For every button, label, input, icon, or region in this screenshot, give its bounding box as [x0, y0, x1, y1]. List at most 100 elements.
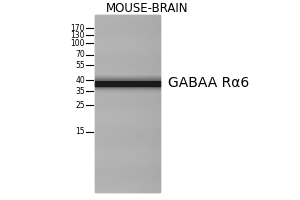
- Bar: [95, 65, 160, 68]
- Bar: [95, 68, 160, 71]
- Bar: [95, 75, 160, 92]
- Bar: [104, 15, 105, 192]
- Bar: [101, 15, 102, 192]
- Bar: [136, 15, 137, 192]
- Bar: [134, 15, 135, 192]
- Bar: [95, 168, 160, 171]
- Bar: [141, 15, 142, 192]
- Bar: [105, 15, 106, 192]
- Bar: [95, 45, 160, 47]
- Bar: [95, 186, 160, 189]
- Bar: [95, 151, 160, 154]
- Bar: [95, 121, 160, 124]
- Bar: [108, 15, 109, 192]
- Bar: [95, 83, 160, 86]
- Bar: [95, 15, 160, 18]
- Bar: [149, 15, 150, 192]
- Bar: [95, 89, 160, 92]
- Bar: [112, 15, 113, 192]
- Bar: [95, 127, 160, 130]
- Bar: [102, 15, 103, 192]
- Bar: [95, 39, 160, 42]
- Bar: [97, 15, 98, 192]
- Bar: [95, 124, 160, 127]
- Bar: [95, 15, 96, 192]
- Text: 100: 100: [70, 39, 85, 48]
- Bar: [95, 21, 160, 24]
- Bar: [118, 15, 119, 192]
- Bar: [95, 47, 160, 50]
- Bar: [143, 15, 144, 192]
- Bar: [95, 59, 160, 62]
- Bar: [95, 30, 160, 33]
- Bar: [95, 148, 160, 151]
- Bar: [95, 27, 160, 30]
- Bar: [152, 15, 153, 192]
- Bar: [95, 74, 160, 77]
- Bar: [100, 15, 101, 192]
- Bar: [95, 77, 160, 89]
- Bar: [95, 183, 160, 186]
- Bar: [130, 15, 131, 192]
- Bar: [113, 15, 114, 192]
- Bar: [95, 86, 160, 89]
- Bar: [95, 56, 160, 59]
- Text: 15: 15: [75, 127, 85, 136]
- Bar: [140, 15, 141, 192]
- Bar: [95, 42, 160, 45]
- Text: 35: 35: [75, 87, 85, 96]
- Bar: [98, 15, 99, 192]
- Bar: [95, 50, 160, 53]
- Bar: [147, 15, 148, 192]
- Text: 40: 40: [75, 76, 85, 85]
- Bar: [95, 162, 160, 165]
- Bar: [114, 15, 115, 192]
- Bar: [95, 33, 160, 36]
- Bar: [119, 15, 120, 192]
- Bar: [95, 130, 160, 133]
- Bar: [123, 15, 124, 192]
- Bar: [111, 15, 112, 192]
- Bar: [95, 76, 160, 90]
- Bar: [95, 78, 160, 88]
- Bar: [95, 71, 160, 74]
- Bar: [95, 154, 160, 157]
- Bar: [95, 79, 160, 87]
- Bar: [145, 15, 146, 192]
- Bar: [95, 24, 160, 27]
- Bar: [95, 112, 160, 115]
- Bar: [95, 136, 160, 139]
- Bar: [155, 15, 156, 192]
- Bar: [95, 80, 160, 83]
- Bar: [95, 118, 160, 121]
- Bar: [146, 15, 147, 192]
- Bar: [96, 15, 97, 192]
- Text: 70: 70: [75, 50, 85, 59]
- Bar: [95, 98, 160, 101]
- Text: MOUSE-BRAIN: MOUSE-BRAIN: [106, 2, 189, 16]
- Bar: [95, 115, 160, 118]
- Bar: [95, 95, 160, 98]
- Bar: [95, 36, 160, 39]
- Bar: [95, 142, 160, 145]
- Bar: [95, 18, 160, 21]
- Bar: [95, 174, 160, 177]
- Text: GABAA Rα6: GABAA Rα6: [168, 76, 249, 90]
- Bar: [95, 177, 160, 180]
- Bar: [156, 15, 157, 192]
- Bar: [95, 157, 160, 160]
- Bar: [153, 15, 154, 192]
- Bar: [116, 15, 117, 192]
- Bar: [121, 15, 122, 192]
- Text: 130: 130: [70, 31, 85, 40]
- Bar: [139, 15, 140, 192]
- Bar: [148, 15, 149, 192]
- Bar: [135, 15, 136, 192]
- Bar: [106, 15, 107, 192]
- Text: 55: 55: [75, 61, 85, 70]
- Bar: [118, 15, 119, 192]
- Bar: [115, 15, 116, 192]
- Bar: [95, 15, 160, 192]
- Bar: [131, 15, 132, 192]
- Bar: [144, 15, 145, 192]
